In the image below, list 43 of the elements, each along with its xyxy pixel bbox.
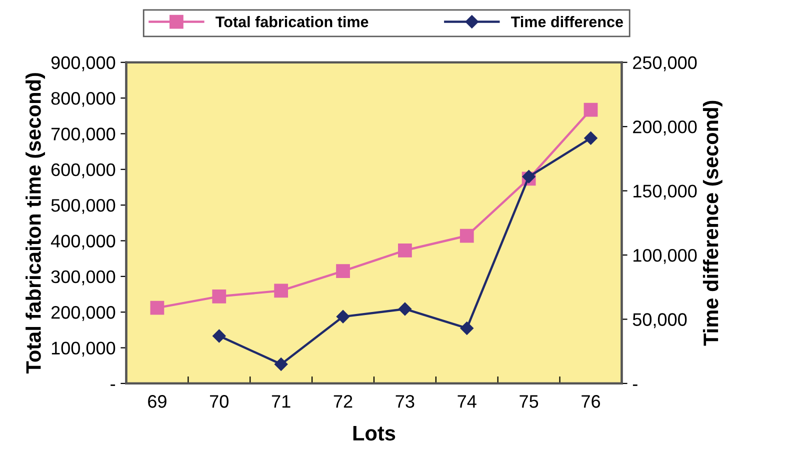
point [584,102,598,117]
point [398,243,412,258]
y-tick-label: 800,000 [51,92,116,107]
y-tick-label: 400,000 [50,234,116,250]
point [274,358,288,371]
y-tick-label: 100,000 [52,342,116,357]
point [460,228,474,243]
y2-tick-label: 250,000 [633,56,697,72]
point [584,132,598,145]
y2-tick-label: 100,000 [634,248,697,264]
y-tick-label: 200,000 [51,306,116,321]
y-axis-title: Total fabricaiton time (second) [26,73,46,374]
y-tick-label: 500,000 [51,199,116,214]
point [398,302,412,316]
x-tick-label: 74 [458,395,476,408]
x-tick-label: 75 [520,395,538,408]
y-tick-label: 600,000 [51,163,116,178]
point [522,170,536,184]
y-tick-label: - [110,384,116,386]
y2-tick-label: 150,000 [634,184,697,200]
point [212,289,226,304]
x-tick-label: 71 [272,395,290,408]
y2-tick-label: - [632,384,638,386]
legend-label: Time difference [511,16,623,28]
point [150,300,164,315]
y-tick-label: 900,000 [51,56,116,72]
y-tick-label: 300,000 [51,270,116,286]
x-tick-label: 72 [334,395,352,408]
x-tick-label: 69 [148,395,166,408]
point [336,310,350,324]
point [212,329,226,343]
point [460,322,474,335]
y2-axis-title: Time difference (second) [702,100,722,346]
point [336,264,350,278]
x-tick-label: 76 [582,395,600,408]
point [274,284,288,298]
x-tick-label: 70 [210,395,228,408]
x-tick-label: 73 [396,395,414,408]
legend-label: Total fabrication time [216,16,368,28]
y-tick-label: 700,000 [51,128,116,143]
y2-tick-label: 200,000 [633,120,697,136]
y2-tick-label: 50,000 [632,313,687,328]
x-axis-title: Lots [353,426,396,441]
